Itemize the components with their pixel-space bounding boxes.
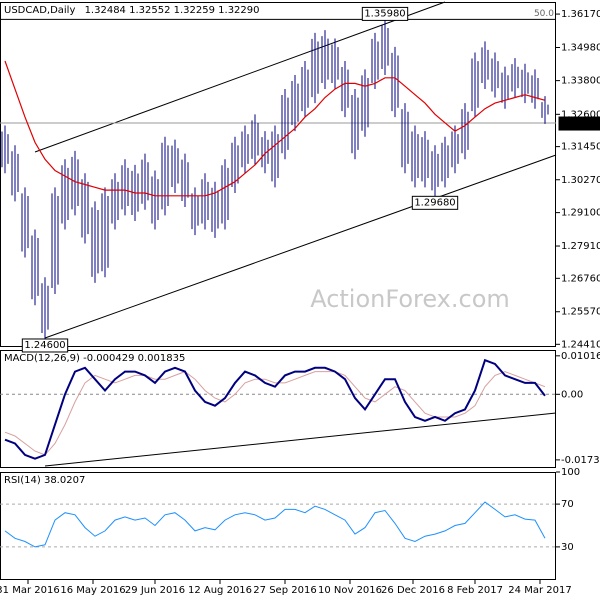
y-tick-label: 1.34980 xyxy=(561,42,600,53)
y-tick-label: 70 xyxy=(561,499,574,510)
label-box xyxy=(361,6,409,21)
rsi-line xyxy=(4,501,546,548)
y-tick-label: 1.26760 xyxy=(561,273,600,284)
fib-label: 50.0 xyxy=(534,9,554,19)
y-tick-label: 1.33800 xyxy=(561,76,600,87)
y-tick-label: 1.29100 xyxy=(561,208,600,219)
x-tick-label: 24 Mar 2017 xyxy=(508,585,571,596)
x-tick-label: 31 Mar 2016 xyxy=(0,585,60,596)
y-tick-label: 0.010163 xyxy=(561,351,600,362)
x-tick-label: 26 Dec 2016 xyxy=(381,585,445,596)
macd-line xyxy=(4,371,546,456)
y-tick-label: 30 xyxy=(561,542,574,553)
y-tick-label: -0.017321 xyxy=(561,455,600,466)
y-tick-label: 100 xyxy=(561,467,580,478)
label-box xyxy=(558,116,600,131)
rsi-panel xyxy=(0,472,556,580)
chart-title: USDCAD,Daily 1.32484 1.32552 1.32259 1.3… xyxy=(4,5,260,16)
macd-panel xyxy=(0,350,556,468)
y-tick-label: 1.27910 xyxy=(561,241,600,252)
y-tick-label: 1.36170 xyxy=(561,9,600,20)
macd-title: MACD(12,26,9) -0.000429 0.001835 xyxy=(4,353,185,364)
x-tick-label: 29 Jun 2016 xyxy=(125,585,185,596)
trend-line xyxy=(44,412,557,467)
y-tick-label: 1.32600 xyxy=(561,109,600,120)
y-tick-label: 1.25570 xyxy=(561,307,600,318)
macd-line xyxy=(4,358,546,460)
price-label: 1.32290 xyxy=(561,118,600,129)
y-tick-label: 1.31450 xyxy=(561,142,600,153)
trend-line xyxy=(34,1,446,153)
x-tick-label: 27 Sep 2016 xyxy=(253,585,316,596)
rsi-title: RSI(14) 38.0207 xyxy=(4,475,85,486)
label-box xyxy=(411,195,459,210)
trend-line xyxy=(44,154,557,339)
title: USDCAD,Daily xyxy=(4,5,75,16)
watermark: ActionForex.com xyxy=(310,285,510,313)
y-tick-label: 1.24410 xyxy=(561,339,600,350)
x-tick-label: 12 Aug 2016 xyxy=(188,585,252,596)
x-tick-label: 8 Feb 2017 xyxy=(447,585,503,596)
price-label: 1.29680 xyxy=(414,197,455,208)
y-tick-label: 1.30270 xyxy=(561,175,600,186)
moving-average xyxy=(4,60,546,197)
x-tick-label: 16 May 2016 xyxy=(60,585,125,596)
price-panel xyxy=(0,2,556,347)
y-tick-label: 0.00 xyxy=(561,389,583,400)
price-label: 1.24600 xyxy=(24,340,65,351)
x-tick-label: 10 Nov 2016 xyxy=(318,585,382,596)
subtitle: 1.32484 1.32552 1.32259 1.32290 xyxy=(85,5,260,16)
price-label: 1.35980 xyxy=(364,8,405,19)
label-box xyxy=(21,338,69,353)
